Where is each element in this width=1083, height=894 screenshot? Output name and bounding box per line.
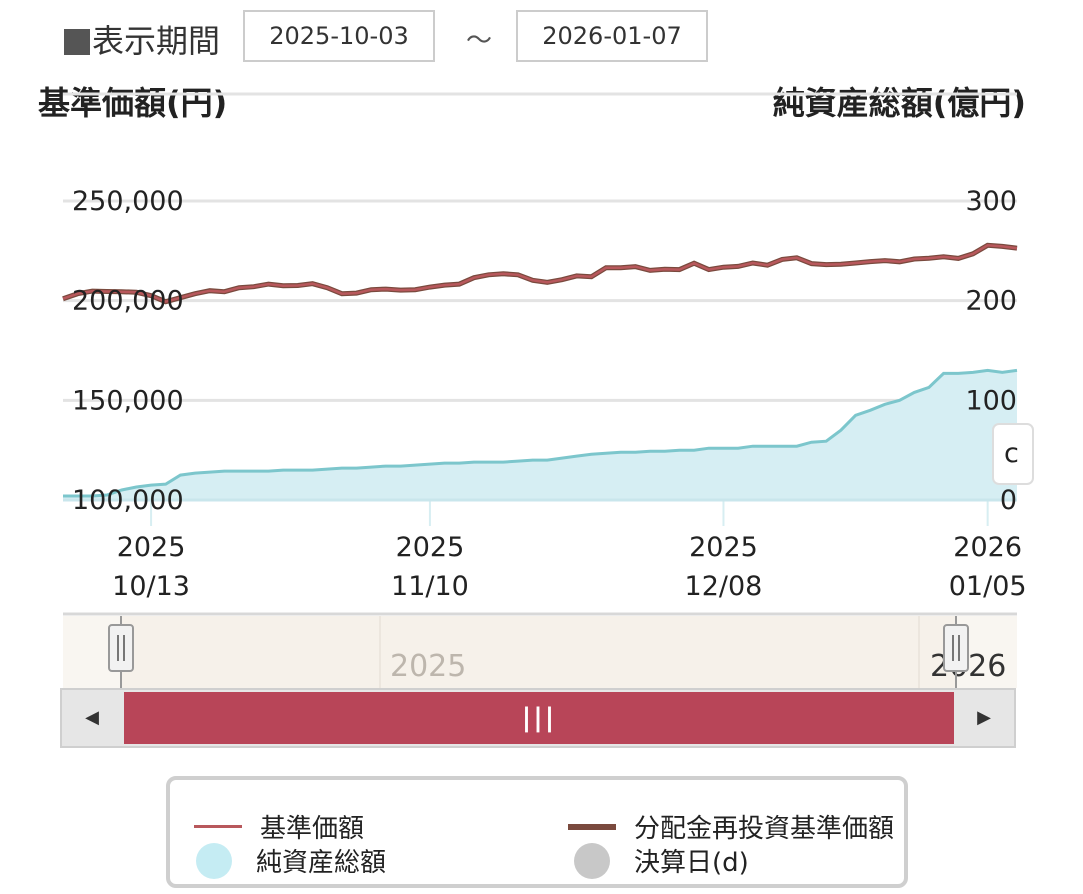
navigator-right-handle[interactable] bbox=[943, 624, 969, 672]
legend-item-reinvest[interactable]: 分配金再投資基準価額 bbox=[568, 808, 894, 845]
legend-item-settlement[interactable]: 決算日(d) bbox=[574, 842, 749, 879]
left-tick-label: 250,000 bbox=[72, 186, 184, 217]
navigator-left-handle[interactable] bbox=[108, 624, 134, 672]
x-tick-year: 2025 bbox=[117, 532, 186, 563]
navigator-year-left: 2025 bbox=[390, 649, 466, 684]
period-separator: ～ bbox=[466, 26, 493, 56]
period-label: 表示期間 bbox=[64, 16, 220, 62]
tooltip-text: c bbox=[1004, 438, 1019, 469]
right-tick-label: 300 bbox=[965, 186, 1017, 217]
x-tick-year: 2026 bbox=[953, 532, 1022, 563]
nav-line bbox=[62, 244, 1018, 304]
cyan-circle-icon bbox=[196, 842, 232, 879]
start-date-input[interactable]: 2025-10-03 bbox=[243, 10, 435, 62]
x-tick-year: 2025 bbox=[689, 532, 758, 563]
square-bullet-icon bbox=[64, 29, 90, 55]
x-tick-date: 12/08 bbox=[685, 571, 763, 602]
right-axis-title: 純資産総額(億円) bbox=[772, 84, 1026, 122]
navigator-selected-range bbox=[121, 616, 957, 688]
x-tick-date: 01/05 bbox=[949, 571, 1027, 602]
reinvest-nav-line bbox=[62, 242, 1018, 305]
gray-circle-icon bbox=[574, 842, 610, 879]
x-tick-year: 2025 bbox=[396, 532, 465, 563]
x-tick-date: 11/10 bbox=[391, 571, 469, 602]
net-assets-line bbox=[63, 368, 1018, 498]
right-tick-label: 200 bbox=[965, 286, 1017, 317]
scroll-right-button[interactable]: ▶ bbox=[977, 707, 991, 728]
chart-scrollbar[interactable]: ◀ ||| ▶ bbox=[60, 688, 1016, 748]
left-tick-label: 150,000 bbox=[72, 385, 184, 416]
legend-item-nav[interactable]: 基準価額 bbox=[194, 808, 364, 845]
thick-line-icon bbox=[568, 823, 616, 830]
grid-lines bbox=[63, 199, 1017, 526]
scroll-left-button[interactable]: ◀ bbox=[85, 707, 99, 728]
end-date-input[interactable]: 2026-01-07 bbox=[516, 10, 708, 62]
legend-item-assets[interactable]: 純資産総額 bbox=[196, 842, 386, 879]
x-tick-date: 10/13 bbox=[112, 571, 190, 602]
scroll-thumb[interactable]: ||| bbox=[124, 692, 954, 744]
thin-line-icon bbox=[194, 825, 242, 828]
tooltip-box bbox=[992, 423, 1034, 485]
price-lines-layer bbox=[62, 242, 1018, 305]
left-axis-title: 基準価額(円) bbox=[38, 84, 228, 122]
right-tick-label: 0 bbox=[1000, 485, 1017, 516]
axis-labels: 250,000 300 200,000 200 150,000 100 100,000 0 20… bbox=[72, 186, 1027, 602]
left-tick-label: 100,000 bbox=[72, 485, 184, 516]
net-assets-area bbox=[63, 370, 1017, 500]
assets-area-layer bbox=[63, 368, 1018, 502]
left-tick-label: 200,000 bbox=[72, 286, 184, 317]
chart-legend: 基準価額 分配金再投資基準価額 純資産総額 決算日(d) bbox=[166, 776, 908, 888]
right-tick-label: 100 bbox=[965, 385, 1017, 416]
